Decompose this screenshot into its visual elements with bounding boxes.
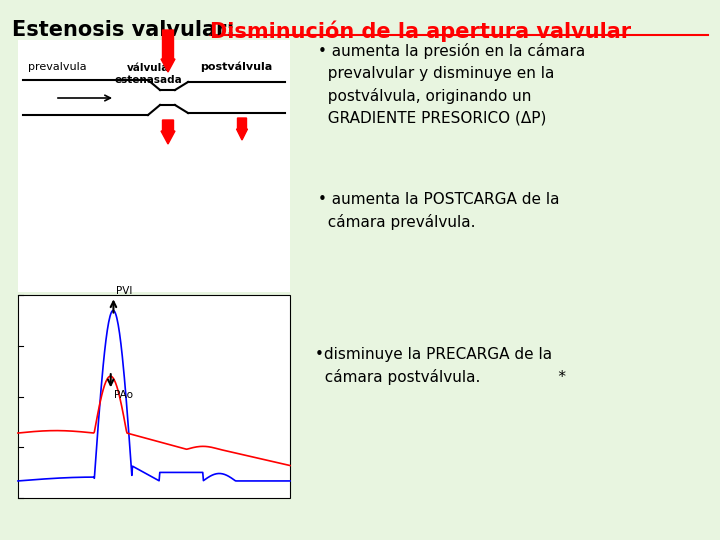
Text: • aumenta la POSTCARGA de la
  cámara preválvula.: • aumenta la POSTCARGA de la cámara prev… — [318, 192, 559, 230]
Bar — [18, 295, 290, 498]
FancyArrow shape — [161, 120, 175, 144]
Text: Estenosis valvular:: Estenosis valvular: — [12, 20, 242, 40]
FancyArrow shape — [236, 118, 248, 140]
Text: •disminuye la PRECARGA de la
  cámara postválvula.                *: •disminuye la PRECARGA de la cámara post… — [315, 347, 566, 385]
Text: • aumenta la presión en la cámara
  prevalvular y disminuye en la
  postválvula,: • aumenta la presión en la cámara preval… — [318, 43, 585, 125]
Text: PVI: PVI — [117, 286, 132, 296]
Bar — [18, 40, 290, 292]
FancyArrow shape — [161, 30, 175, 72]
Text: válvula
estenasada: válvula estenasada — [114, 63, 182, 85]
Text: postválvula: postválvula — [200, 62, 272, 72]
Text: prevalvula: prevalvula — [28, 62, 86, 72]
Text: PAo: PAo — [114, 390, 132, 400]
Text: Disminución de la apertura valvular: Disminución de la apertura valvular — [210, 20, 631, 42]
